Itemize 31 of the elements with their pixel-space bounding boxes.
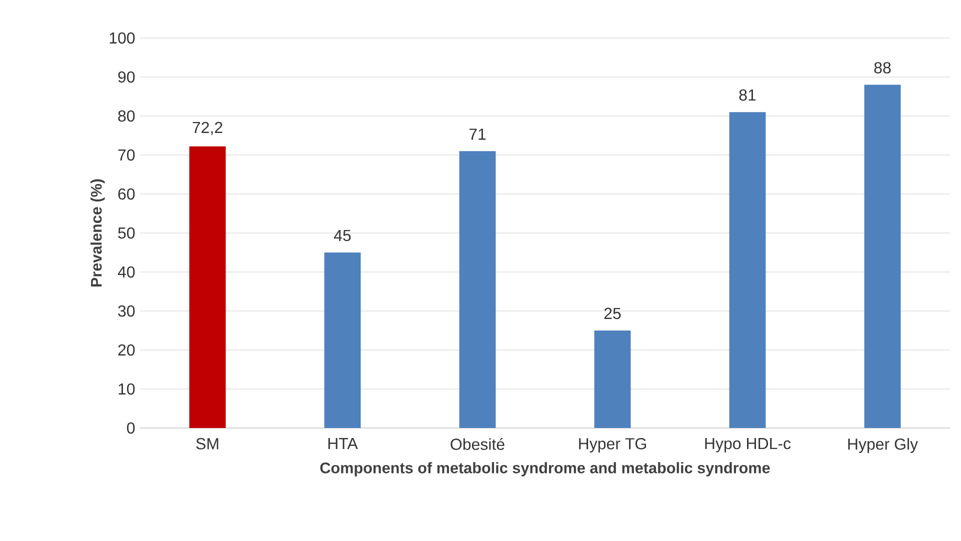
x-tick-label: Hyper Gly [848,438,918,453]
y-tick-label: 70 [118,149,135,161]
y-axis-title: Prevalence (%) [90,179,105,287]
y-tick-label: 50 [118,227,135,239]
y-tick-label: 60 [118,188,135,200]
y-tick-label: 20 [118,344,135,356]
x-tick-label: Hyper TG [579,438,646,453]
bar [324,252,361,428]
y-tick-label: 100 [110,32,135,44]
x-tick-label: Hypo HDL-c [705,438,791,452]
y-tick-label: 10 [118,383,135,395]
data-label: 88 [874,62,891,74]
y-tick-label: 90 [118,71,135,83]
x-axis-title: Components of metabolic syndrome and metabolic syndrome [320,462,770,476]
bar [864,84,901,428]
bar [729,112,766,428]
bar [594,330,631,428]
y-tick-label: 30 [118,305,135,317]
data-label: 72,2 [192,122,222,136]
y-tick-label: 80 [118,110,135,122]
y-tick-label: 40 [118,266,135,278]
data-label: 45 [334,230,351,242]
data-label: 25 [604,308,621,320]
bar [459,151,496,428]
bar [189,146,226,428]
y-tick-label: 0 [127,422,135,434]
data-label: 71 [469,128,486,140]
x-tick-label: SM [196,438,218,450]
data-label: 81 [739,89,756,101]
x-tick-label: HTA [328,438,358,450]
x-tick-label: Obesité [450,438,504,450]
